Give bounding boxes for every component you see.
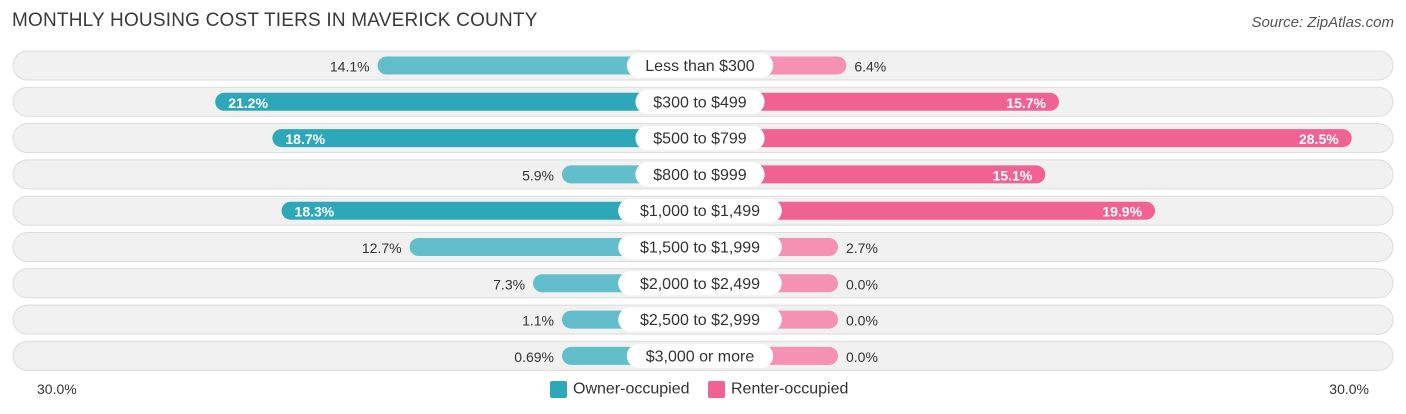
category-pill — [618, 307, 782, 332]
renter-value-label: 15.1% — [993, 167, 1033, 183]
category-label: $3,000 or more — [646, 348, 755, 365]
renter-bar — [700, 201, 1156, 220]
owner-bar — [272, 129, 700, 148]
owner-value-label: 12.7% — [362, 240, 402, 256]
legend-swatch-renter — [708, 381, 725, 398]
owner-value-label: 14.1% — [330, 59, 370, 75]
category-label: $1,500 to $1,999 — [640, 240, 760, 257]
owner-value-label: 18.7% — [285, 131, 325, 147]
renter-bar — [700, 92, 1060, 111]
renter-value-label: 6.4% — [854, 59, 886, 75]
category-label: $800 to $999 — [653, 167, 747, 184]
owner-value-label: 5.9% — [522, 167, 554, 183]
category-pill — [626, 343, 774, 368]
renter-bar — [700, 129, 1352, 148]
category-label: $300 to $499 — [653, 94, 747, 111]
owner-bar — [377, 56, 700, 75]
owner-value-label: 1.1% — [522, 313, 554, 329]
owner-value-label: 21.2% — [228, 95, 268, 111]
renter-value-label: 19.9% — [1102, 204, 1142, 220]
axis-right-label: 30.0% — [1329, 381, 1369, 397]
owner-bar — [215, 92, 700, 111]
renter-value-label: 2.7% — [846, 240, 878, 256]
category-pill — [635, 162, 765, 187]
category-pill — [618, 271, 782, 296]
legend-label-owner: Owner-occupied — [573, 381, 690, 398]
renter-value-label: 0.0% — [846, 276, 878, 292]
renter-value-label: 0.0% — [846, 349, 878, 365]
legend-label-renter: Renter-occupied — [731, 381, 848, 398]
renter-value-label: 0.0% — [846, 313, 878, 329]
category-label: Less than $300 — [645, 58, 755, 75]
renter-value-label: 28.5% — [1299, 131, 1339, 147]
category-label: $500 to $799 — [653, 131, 747, 148]
category-pill — [635, 89, 765, 114]
category-label: $1,000 to $1,499 — [640, 203, 760, 220]
category-pill — [635, 126, 765, 151]
category-label: $2,000 to $2,499 — [640, 276, 760, 293]
renter-value-label: 15.7% — [1006, 95, 1046, 111]
renter-bar — [700, 165, 1046, 184]
category-pill — [618, 198, 782, 223]
category-label: $2,500 to $2,999 — [640, 312, 760, 329]
category-pill — [618, 235, 782, 259]
owner-bar — [281, 201, 700, 220]
owner-value-label: 18.3% — [295, 204, 335, 220]
axis-left-label: 30.0% — [37, 381, 77, 397]
chart-source: Source: ZipAtlas.com — [1251, 14, 1394, 31]
legend-swatch-owner — [550, 381, 567, 398]
owner-value-label: 0.69% — [514, 349, 554, 365]
chart-title: MONTHLY HOUSING COST TIERS IN MAVERICK C… — [12, 10, 538, 31]
owner-value-label: 7.3% — [493, 276, 525, 292]
category-pill — [626, 53, 774, 78]
